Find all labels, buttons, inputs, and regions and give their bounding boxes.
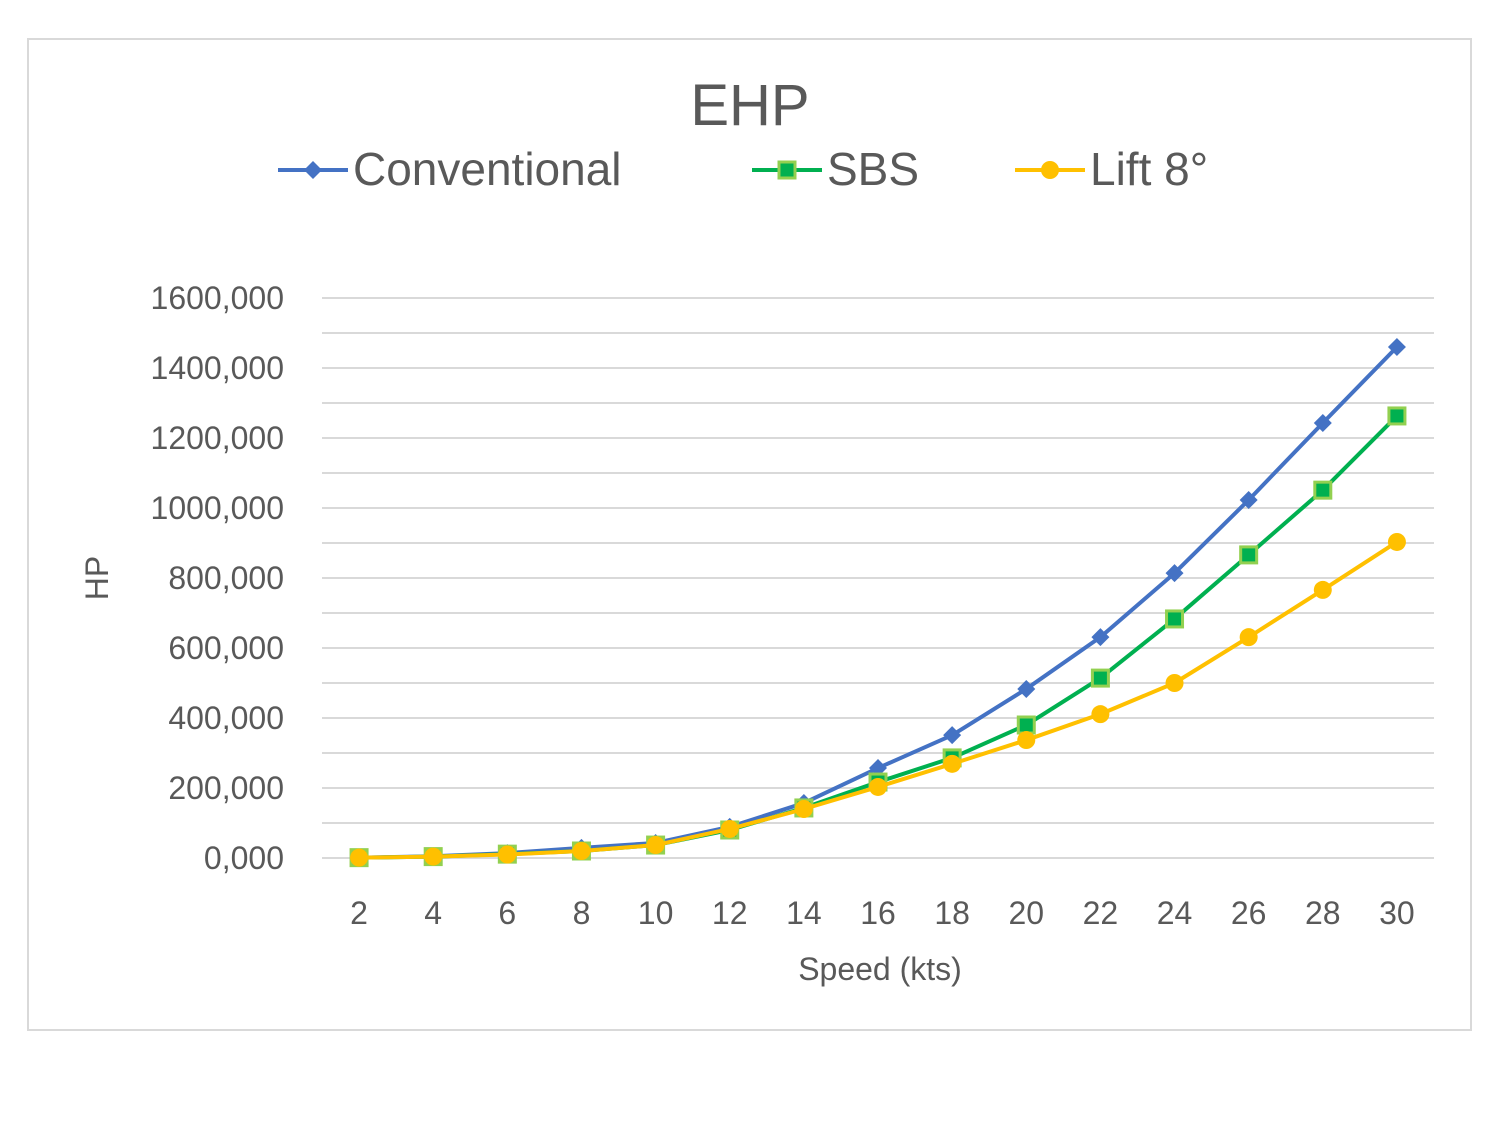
y-tick-label: 1200,000 <box>151 420 284 456</box>
circle-marker <box>794 800 813 818</box>
legend-label: Conventional <box>353 143 622 195</box>
x-tick-label: 4 <box>424 895 442 931</box>
square-marker <box>777 160 797 180</box>
circle-marker <box>424 847 443 866</box>
chart-title: EHP <box>690 73 809 138</box>
circle-marker <box>943 754 962 773</box>
x-tick-label: 28 <box>1305 895 1341 931</box>
circle-marker <box>1091 705 1110 724</box>
circle-marker <box>1041 161 1059 179</box>
legend-item: Lift 8° <box>1015 143 1208 195</box>
circle-marker <box>869 777 887 796</box>
gridlines <box>322 297 1434 859</box>
x-tick-label: 2 <box>350 895 368 931</box>
circle-marker <box>646 836 665 855</box>
x-tick-label: 24 <box>1157 895 1193 931</box>
diamond-marker <box>1165 564 1184 583</box>
x-tick-label: 22 <box>1083 895 1119 931</box>
x-tick-label: 18 <box>934 895 970 931</box>
x-tick-label: 8 <box>573 895 591 931</box>
y-tick-label: 400,000 <box>168 700 284 736</box>
series-lift-8- <box>350 532 1406 867</box>
circle-marker <box>1313 580 1332 599</box>
y-tick-label: 600,000 <box>168 630 284 666</box>
diamond-marker <box>943 726 962 745</box>
legend-item: SBS <box>752 143 919 195</box>
square-marker <box>1387 406 1407 426</box>
circle-marker <box>350 848 369 867</box>
diamond-marker <box>1239 490 1258 509</box>
diamond-marker <box>1313 413 1332 432</box>
diamond-marker <box>1091 628 1110 647</box>
circle-marker <box>1165 674 1184 692</box>
y-axis-label: HP <box>79 556 115 600</box>
legend: Conventional SBS Lift 8° <box>278 143 1208 195</box>
x-tick-labels: 2 4 6 8 10 12 14 16 18 20 22 24 26 28 30 <box>350 895 1415 931</box>
x-tick-label: 10 <box>638 895 674 931</box>
x-tick-label: 20 <box>1008 895 1044 931</box>
y-tick-label: 1400,000 <box>151 350 284 386</box>
square-marker <box>1090 668 1110 688</box>
x-tick-label: 30 <box>1379 895 1415 931</box>
legend-item: Conventional <box>278 143 622 195</box>
x-tick-label: 16 <box>860 895 896 931</box>
circle-marker <box>720 819 739 838</box>
circle-marker <box>1387 532 1406 551</box>
x-axis-label: Speed (kts) <box>798 951 962 987</box>
square-marker <box>1313 480 1333 500</box>
y-tick-labels: 0,000 200,000 400,000 600,000 800,000 1000,00… <box>151 280 284 876</box>
square-marker <box>1165 609 1185 629</box>
diamond-marker <box>1387 338 1406 356</box>
series-line <box>359 540 1399 860</box>
y-tick-label: 1600,000 <box>151 280 284 316</box>
circle-marker <box>572 842 591 860</box>
x-tick-label: 6 <box>498 895 516 931</box>
circle-marker <box>1239 628 1258 647</box>
y-tick-label: 1000,000 <box>151 490 284 526</box>
x-tick-label: 26 <box>1231 895 1267 931</box>
square-marker <box>1239 545 1259 565</box>
circle-marker <box>1017 731 1036 750</box>
x-tick-label: 14 <box>786 895 822 931</box>
chart-frame <box>27 38 1472 1031</box>
diamond-marker <box>1017 679 1036 698</box>
y-tick-label: 0,000 <box>204 840 284 876</box>
circle-marker <box>498 845 517 864</box>
legend-label: Lift 8° <box>1090 143 1208 195</box>
square-marker <box>1016 715 1036 735</box>
legend-label: SBS <box>827 143 919 195</box>
y-tick-label: 800,000 <box>168 560 284 596</box>
diamond-marker <box>304 161 322 179</box>
series-group <box>349 338 1407 868</box>
y-tick-label: 200,000 <box>168 770 284 806</box>
x-tick-label: 12 <box>712 895 748 931</box>
